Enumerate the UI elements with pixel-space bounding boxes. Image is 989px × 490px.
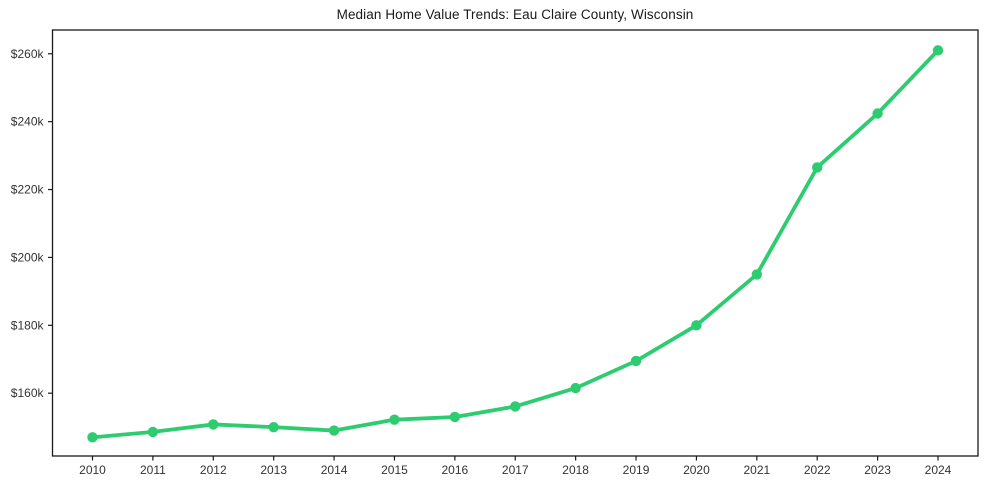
- x-tick-label: 2011: [140, 463, 166, 477]
- x-tick-label: 2010: [79, 463, 106, 477]
- plot-frame: [51, 29, 979, 457]
- data-point-marker: [449, 411, 461, 423]
- x-tick-label: 2024: [925, 463, 952, 477]
- data-point-marker: [630, 355, 642, 367]
- x-tick-label: 2014: [321, 463, 348, 477]
- x-tick-label: 2012: [200, 463, 227, 477]
- data-point-marker: [751, 269, 763, 280]
- x-tick-label: 2023: [864, 463, 891, 477]
- trend-line: [90, 48, 940, 440]
- y-tick-label: $180k: [11, 318, 45, 332]
- data-point-marker: [872, 108, 883, 119]
- x-tick-label: 2018: [562, 463, 589, 477]
- x-tick-label: 2016: [442, 463, 469, 477]
- y-tick-label: $160k: [11, 386, 45, 400]
- x-tick-label: 2021: [743, 463, 770, 477]
- x-tick-label: 2017: [502, 463, 529, 477]
- y-tick-label: $200k: [11, 250, 45, 264]
- x-tick-label: 2013: [260, 463, 287, 477]
- x-tick-label: 2020: [683, 463, 710, 477]
- data-point-marker: [812, 162, 823, 173]
- data-point-marker: [208, 419, 219, 430]
- data-point-marker: [87, 432, 98, 443]
- chart-title: Median Home Value Trends: Eau Claire Cou…: [336, 7, 694, 22]
- data-point-marker: [328, 425, 340, 436]
- x-tick-label: 2015: [381, 463, 408, 477]
- y-tick-label: $220k: [11, 183, 45, 197]
- x-tick-label: 2019: [623, 463, 650, 477]
- data-point-marker: [691, 320, 702, 331]
- data-point-marker: [389, 414, 400, 425]
- y-tick-label: $260k: [11, 47, 45, 61]
- data-point-marker: [268, 421, 279, 433]
- data-point-marker: [570, 382, 581, 394]
- data-point-marker: [932, 45, 944, 56]
- data-point-marker: [510, 401, 521, 412]
- y-tick-label: $240k: [11, 115, 45, 129]
- x-tick-label: 2022: [804, 463, 831, 477]
- data-point-marker: [147, 426, 159, 438]
